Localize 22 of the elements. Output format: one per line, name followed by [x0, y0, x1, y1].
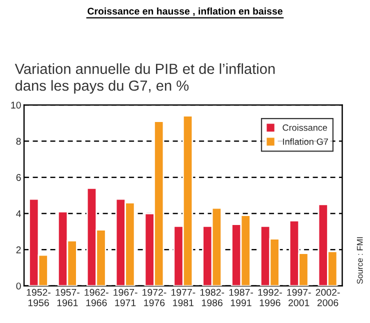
x-tick-label: 1977- 1981 [171, 288, 196, 306]
x-tick-label: 1962- 1966 [84, 288, 108, 306]
y-tick-label: 10 [11, 102, 21, 109]
x-tick-label: 1957- 1961 [56, 288, 80, 306]
chart-subtitle: Variation annuelle du PIB et de l’inflation dans les pays du G7, en % [14, 63, 275, 94]
x-tick-label: 2002- 2006 [316, 288, 340, 306]
y-tick-label: 8 [16, 138, 21, 145]
legend-label: Inflation G7 [283, 138, 328, 145]
x-tick-label: 1972- 1976 [142, 288, 166, 306]
x-tick-label: 1982- 1986 [200, 288, 224, 306]
y-tick-label: 6 [16, 174, 21, 181]
y-tick-label: 2 [16, 246, 21, 254]
y-tick-label: 4 [16, 210, 21, 218]
legend-label: Croissance [282, 124, 328, 131]
source-note: Source : FMI [356, 237, 363, 284]
x-tick-label: 1952- 1956 [26, 288, 51, 306]
x-tick-label: 1987- 1991 [229, 288, 254, 306]
chart-title: Croissance en hausse , inflation en baisse [88, 7, 282, 16]
y-tick-label: 0 [16, 282, 21, 290]
x-tick-label: 1967- 1971 [114, 288, 138, 306]
x-tick-label: 1997- 2001 [287, 288, 311, 306]
x-tick-label: 1992- 1996 [258, 288, 282, 306]
